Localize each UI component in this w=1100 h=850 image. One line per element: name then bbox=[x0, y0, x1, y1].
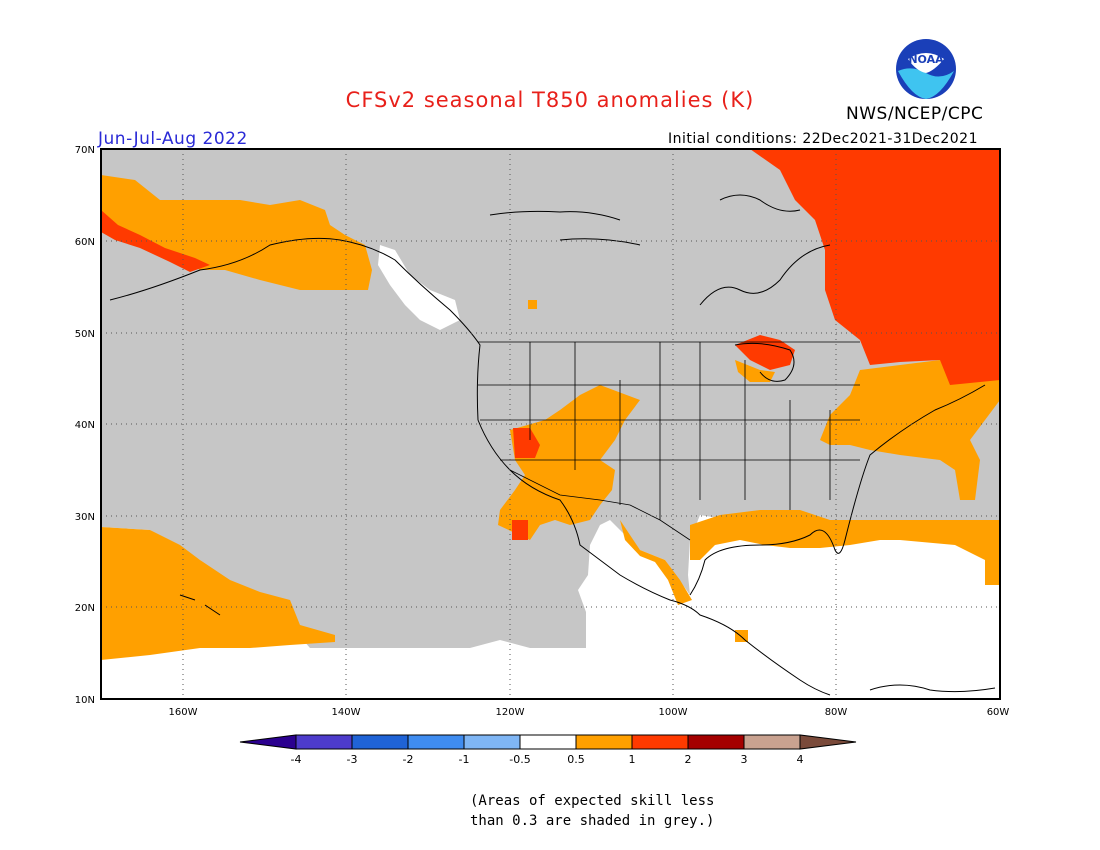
noaa-logo-icon: NOAA bbox=[896, 39, 956, 99]
footnote-line: than 0.3 are shaded in grey.) bbox=[470, 813, 715, 829]
anomaly-northeast-warm bbox=[820, 360, 1000, 500]
coastlines bbox=[109, 194, 996, 696]
anomaly-canada-hot bbox=[750, 149, 1000, 385]
map-title: CFSv2 seasonal T850 anomalies (K) bbox=[345, 88, 755, 112]
lat-tick-label: 70N bbox=[75, 145, 95, 156]
anomaly-gulf-coast-warm bbox=[690, 510, 1000, 585]
lon-tick-label: 80W bbox=[825, 707, 848, 718]
footnote-line: (Areas of expected skill less bbox=[470, 793, 715, 809]
anomaly-baja-hot bbox=[512, 520, 528, 540]
lon-tick-label: 140W bbox=[332, 707, 361, 718]
footnote: (Areas of expected skill less than 0.3 a… bbox=[470, 791, 730, 831]
political-borders bbox=[478, 341, 860, 541]
lon-tick-label: 120W bbox=[496, 707, 525, 718]
lat-tick-label: 10N bbox=[75, 695, 95, 706]
lon-tick-label: 60W bbox=[987, 707, 1010, 718]
lon-tick-label: 160W bbox=[169, 707, 198, 718]
lon-tick-label: 100W bbox=[659, 707, 688, 718]
lat-axis: 70N 60N 50N 40N 30N 20N 10N bbox=[75, 145, 95, 706]
lat-tick-label: 60N bbox=[75, 237, 95, 248]
graticule bbox=[101, 149, 1000, 699]
map-frame bbox=[100, 148, 1001, 700]
initial-conditions-label: Initial conditions: 22Dec2021-31Dec2021 bbox=[668, 131, 978, 147]
near-normal-alaska-panhandle bbox=[378, 245, 460, 330]
anomaly-alaska-hot bbox=[101, 210, 210, 272]
anomaly-gulf-warm bbox=[620, 520, 692, 605]
season-label: Jun-Jul-Aug 2022 bbox=[98, 129, 248, 149]
agency-label: NWS/NCEP/CPC bbox=[846, 104, 984, 124]
anomaly-pacific-warm bbox=[101, 527, 335, 660]
lat-tick-label: 20N bbox=[75, 603, 95, 614]
lon-axis: 160W 140W 120W 100W 80W 60W bbox=[169, 707, 1010, 718]
lat-tick-label: 40N bbox=[75, 420, 95, 431]
anomaly-central-america-warm bbox=[735, 630, 748, 642]
lat-tick-label: 30N bbox=[75, 512, 95, 523]
svg-text:NOAA: NOAA bbox=[908, 53, 944, 66]
anomaly-southwest-warm bbox=[498, 385, 640, 540]
anomaly-canada-speck bbox=[528, 300, 537, 309]
lat-tick-label: 50N bbox=[75, 329, 95, 340]
anomaly-alaska-warm bbox=[101, 175, 372, 290]
anomaly-southwest-hot bbox=[513, 428, 540, 458]
